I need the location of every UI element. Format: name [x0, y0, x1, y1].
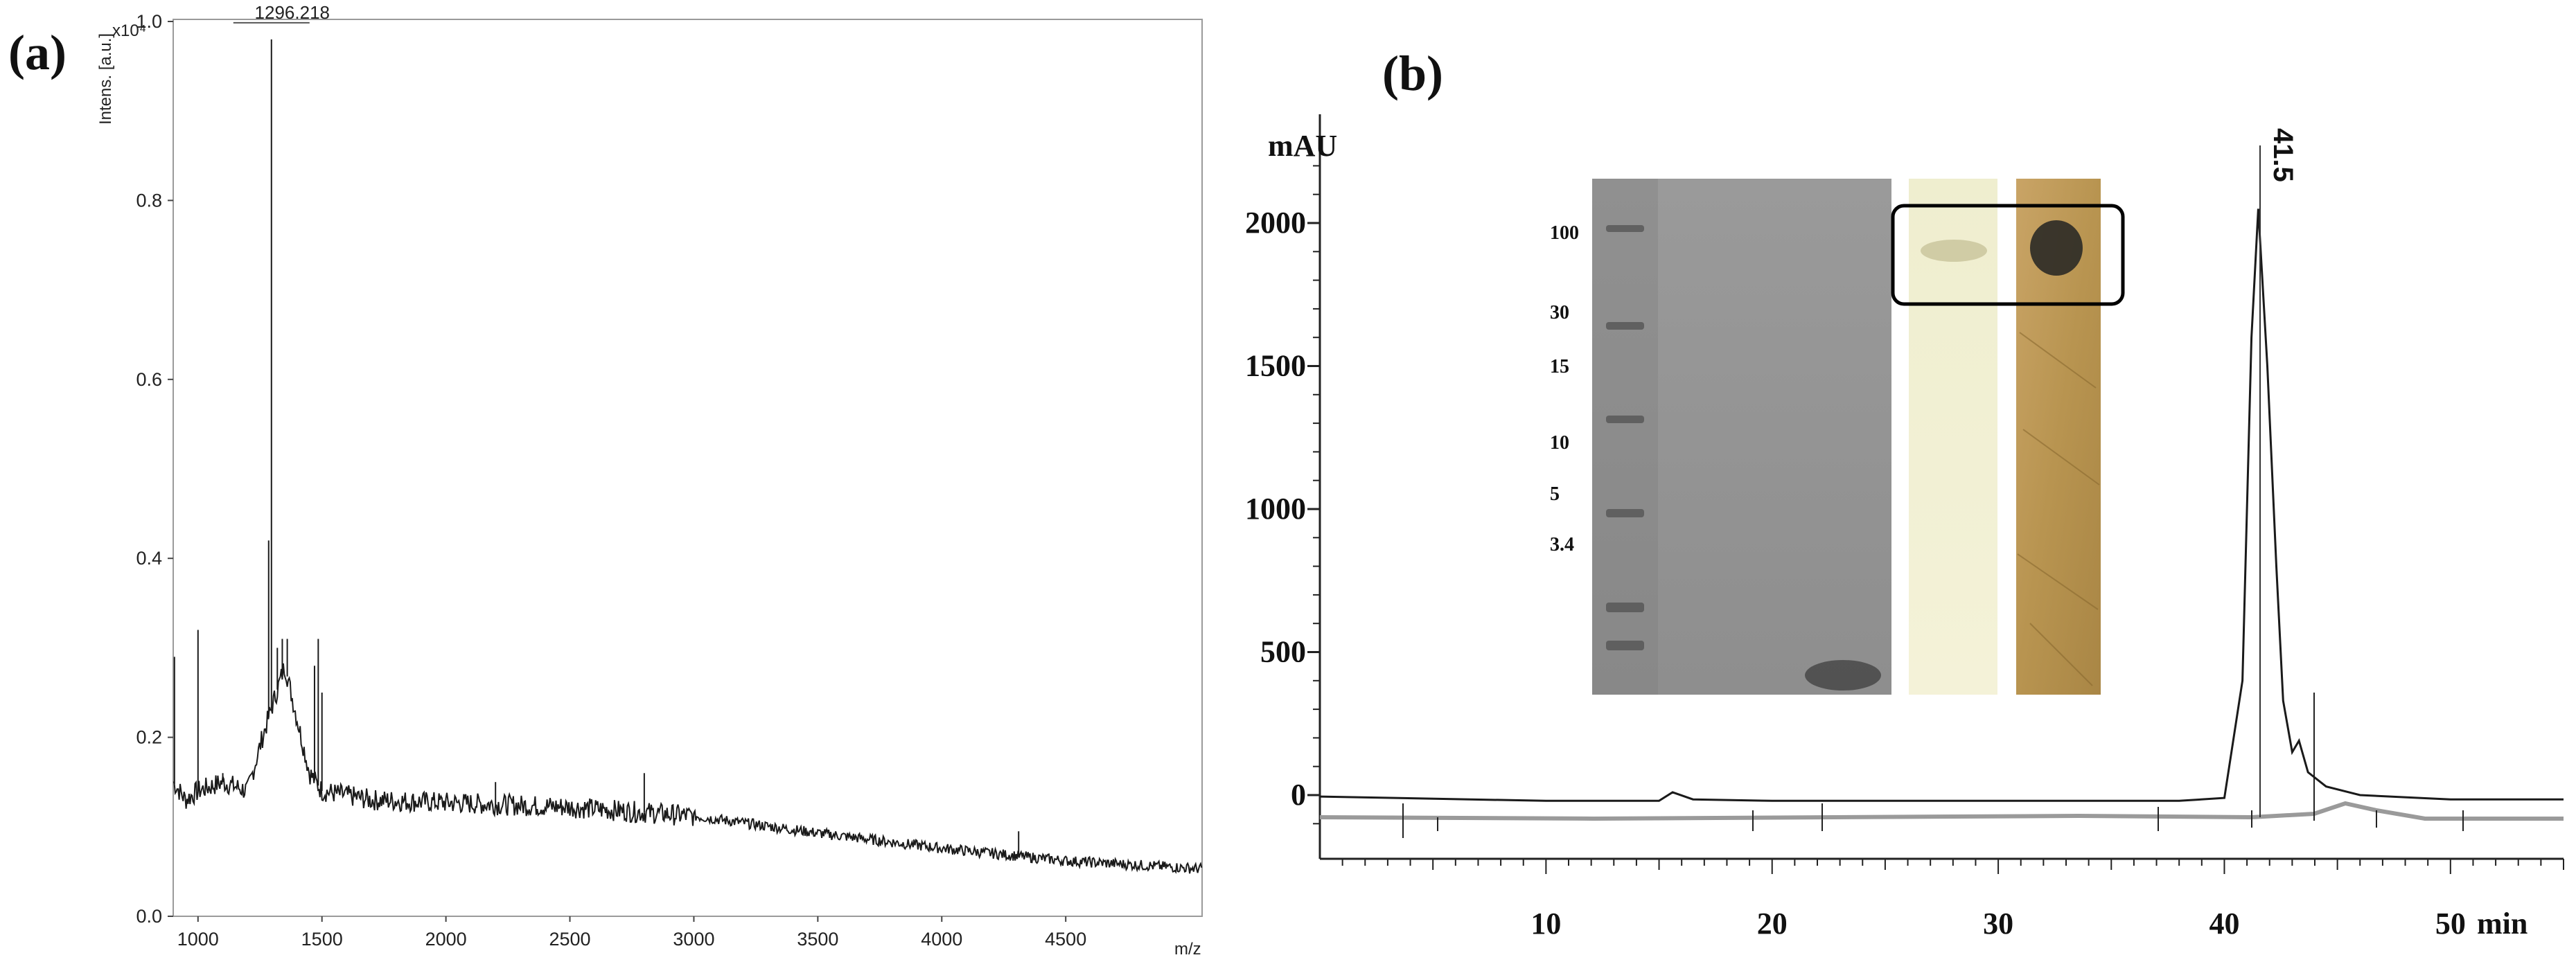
hplc-y-tick-label: 0: [1291, 778, 1306, 812]
gel-marker-label: 100: [1550, 222, 1579, 244]
gel-marker-bands: [1606, 225, 1644, 650]
ms-peak-label: 1296.218: [255, 2, 330, 23]
hplc-y-tick-label: 1000: [1245, 492, 1306, 526]
hplc-x-tick-label: 50: [2435, 907, 2466, 941]
ms-plot-frame: [173, 19, 1203, 917]
gel-inset: 100 30 15 10 5 3.4: [1550, 179, 2125, 695]
ms-y-tick-label: 0.8: [136, 190, 162, 211]
ms-x-tick-label: 4500: [1045, 929, 1086, 950]
gel-strip-texture: [2017, 332, 2100, 686]
ms-x-tick-label: 2000: [425, 929, 467, 950]
gel-sample-band: [1805, 660, 1881, 691]
hplc-x-tick-label: 20: [1757, 907, 1788, 941]
hplc-y-tick-label: 1500: [1245, 349, 1306, 383]
panel-a-label: (a): [8, 25, 67, 80]
ms-spectrum-trace: [173, 663, 1203, 874]
hplc-x-tick-label: 10: [1530, 907, 1561, 941]
ms-x-tick-label: 3000: [673, 929, 714, 950]
hplc-x-tick-label: 30: [1983, 907, 2013, 941]
ms-y-axis-label: Intens. [a.u.]: [96, 33, 115, 125]
ms-x-axis-label: m/z: [1174, 940, 1201, 959]
ms-y-multiplier: x10⁴: [112, 21, 146, 40]
gel-marker-lane: [1592, 179, 1658, 695]
panel-b-label: (b): [1382, 46, 1443, 101]
hplc-y-axis-label: mAU: [1268, 129, 1337, 163]
ms-y-tick-label: 1.0: [136, 11, 162, 32]
hplc-x-tick-label: 40: [2209, 907, 2239, 941]
gel-marker-label: 15: [1550, 356, 1569, 377]
ms-x-tick-label: 3500: [797, 929, 838, 950]
gel-strip-activity-spot: [2030, 220, 2083, 276]
ms-peak-lines: [173, 39, 1020, 857]
hplc-peak-label: 41.5: [2268, 128, 2298, 182]
ms-y-tick-label: 0.2: [136, 727, 162, 748]
ms-x-ticks: 1000 1500 2000 2500 3000 3500 4000 4500: [177, 916, 1086, 950]
ms-y-tick-label: 0.0: [136, 906, 162, 927]
gel-marker-labels: 100 30 15 10 5 3.4: [1550, 222, 1579, 555]
gel-strip-band: [1921, 240, 1987, 262]
gel-marker-label: 30: [1550, 302, 1569, 323]
hplc-x-ticks: 10 20 30 40 50: [1341, 859, 2564, 941]
gel-marker-label: 10: [1550, 432, 1569, 454]
ms-x-tick-label: 1000: [177, 929, 219, 950]
hplc-y-tick-label: 2000: [1245, 206, 1306, 240]
ms-y-tick-label: 0.6: [136, 369, 162, 390]
hplc-y-ticks: 0 500 1000 1500 2000: [1245, 165, 1320, 825]
hplc-chromatogram-trace: [1319, 208, 2564, 802]
gel-marker-label: 5: [1550, 483, 1560, 505]
hplc-y-tick-label: 500: [1260, 635, 1306, 669]
gel-highlight-box: [1891, 204, 2125, 306]
hplc-baseline-ticks: [1402, 693, 2464, 838]
ms-x-tick-label: 1500: [301, 929, 343, 950]
gel-strip-stained: [1909, 179, 1997, 695]
hplc-x-axis-label: min: [2477, 907, 2528, 941]
gel-marker-label: 3.4: [1550, 534, 1574, 555]
panel-a-mass-spectrum: (a) Intens. [a.u.] x10⁴ m/z 0.0 0.2 0.4 0.6…: [8, 2, 1203, 959]
ms-x-tick-label: 4000: [921, 929, 962, 950]
ms-y-ticks: 0.0 0.2 0.4 0.6 0.8 1.0: [136, 11, 173, 927]
ms-x-tick-label: 2500: [549, 929, 590, 950]
ms-y-tick-label: 0.4: [136, 548, 162, 569]
